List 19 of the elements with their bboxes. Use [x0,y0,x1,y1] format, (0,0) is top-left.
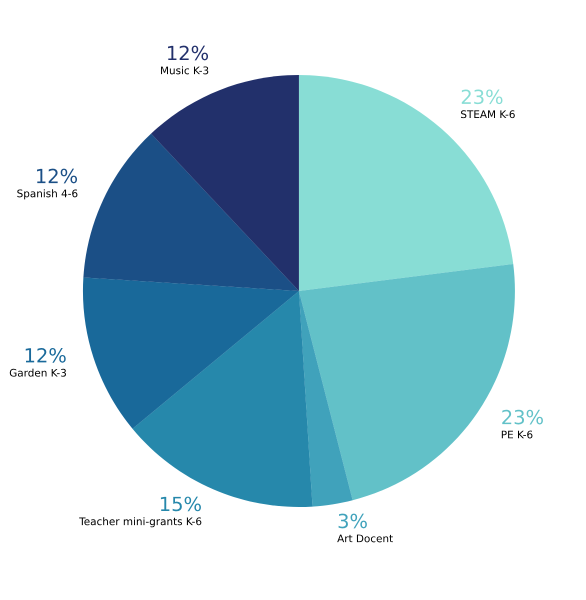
pie-slice [151,75,299,292]
slice-label: Spanish 4-6 [17,189,78,200]
pie-slice [82,277,299,429]
data-label: 15% [160,496,201,512]
data-label: 23% [502,410,543,424]
slice-label: STEAM K-6 [461,110,515,118]
data-label: 12% [37,168,78,184]
slice-label: Garden K-3 [10,368,66,377]
slice-label: PE K-6 [502,430,532,438]
slice-label: Music K-3 [161,66,208,74]
pie-slice [83,134,299,292]
data-label: 12% [26,348,66,363]
pie-slice [298,291,353,507]
slice-label: Teacher mini-grants K-6 [79,517,202,528]
slice-label: Art Docent [337,534,393,542]
pie-slice [298,75,514,292]
data-label: 3% [338,514,367,528]
data-label: 12% [168,46,208,60]
data-label: 23% [462,89,502,104]
